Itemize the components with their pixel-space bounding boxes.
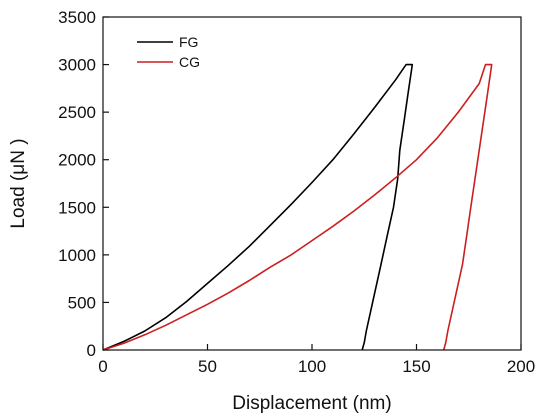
x-tick-label: 150 [402,357,430,376]
y-tick-label: 1500 [58,198,96,217]
y-axis-ticks: 0 500 1000 1500 2000 2500 3000 3500 [58,8,109,360]
x-tick-label: 50 [198,357,217,376]
series-line-cg [102,63,493,351]
y-tick-label: 500 [68,293,96,312]
y-tick-label: 0 [87,341,96,360]
legend-label-fg: FG [179,34,198,50]
x-axis-ticks: 0 50 100 150 200 [98,344,535,376]
series-line-fg [102,63,414,351]
y-tick-label: 2500 [58,103,96,122]
y-tick-label: 2000 [58,151,96,170]
plot-frame [102,16,522,351]
legend-label-cg: CG [179,54,200,70]
y-tick-label: 1000 [58,246,96,265]
legend: FG CG [137,34,200,70]
x-tick-label: 200 [507,357,535,376]
y-tick-label: 3000 [58,56,96,75]
y-axis-title: Load (μN ) [8,138,29,228]
x-tick-label: 100 [298,357,326,376]
x-axis-title: Displacement (nm) [232,393,391,414]
x-tick-label: 0 [98,357,107,376]
series-layer [102,63,493,351]
y-tick-label: 3500 [58,8,96,27]
